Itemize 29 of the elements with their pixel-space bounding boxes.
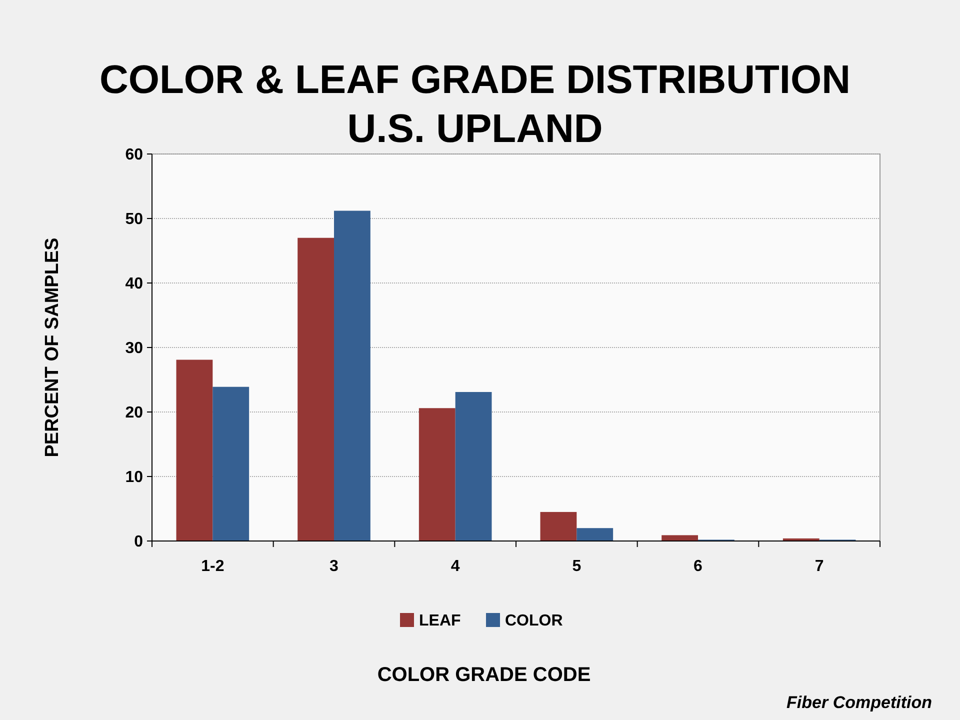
y-tick-label: 0 (134, 534, 144, 551)
y-tick-label: 30 (125, 340, 144, 358)
legend-label: COLOR (505, 612, 564, 630)
x-tick-label: 1-2 (201, 558, 224, 575)
y-tick-label: 40 (125, 276, 144, 293)
x-tick-label: 6 (694, 558, 703, 575)
bar (576, 528, 614, 541)
bar (662, 535, 698, 541)
y-tick-label: 60 (125, 146, 144, 164)
y-tick-label: 50 (125, 211, 144, 228)
bar (540, 512, 577, 541)
chart-title: COLOR & LEAF GRADE DISTRIBUTION (99, 58, 851, 102)
bar (176, 360, 213, 541)
bar (334, 210, 370, 541)
y-tick-label: 20 (125, 404, 144, 422)
x-tick-label: 5 (572, 558, 582, 575)
x-tick-label: 3 (330, 558, 339, 575)
x-tick-label: 4 (450, 558, 460, 575)
bar (418, 408, 456, 541)
y-axis-title: PERCENT OF SAMPLES (42, 238, 63, 458)
legend-label: LEAF (419, 612, 461, 630)
chart-subtitle: U.S. UPLAND (347, 107, 603, 151)
bar (455, 392, 492, 541)
bar (298, 238, 334, 541)
y-tick-label: 10 (125, 469, 144, 486)
text: Fiber Competition (786, 693, 932, 712)
x-axis-title: COLOR GRADE CODE (377, 664, 591, 686)
x-tick-label: 7 (814, 558, 824, 575)
bar (212, 386, 250, 541)
